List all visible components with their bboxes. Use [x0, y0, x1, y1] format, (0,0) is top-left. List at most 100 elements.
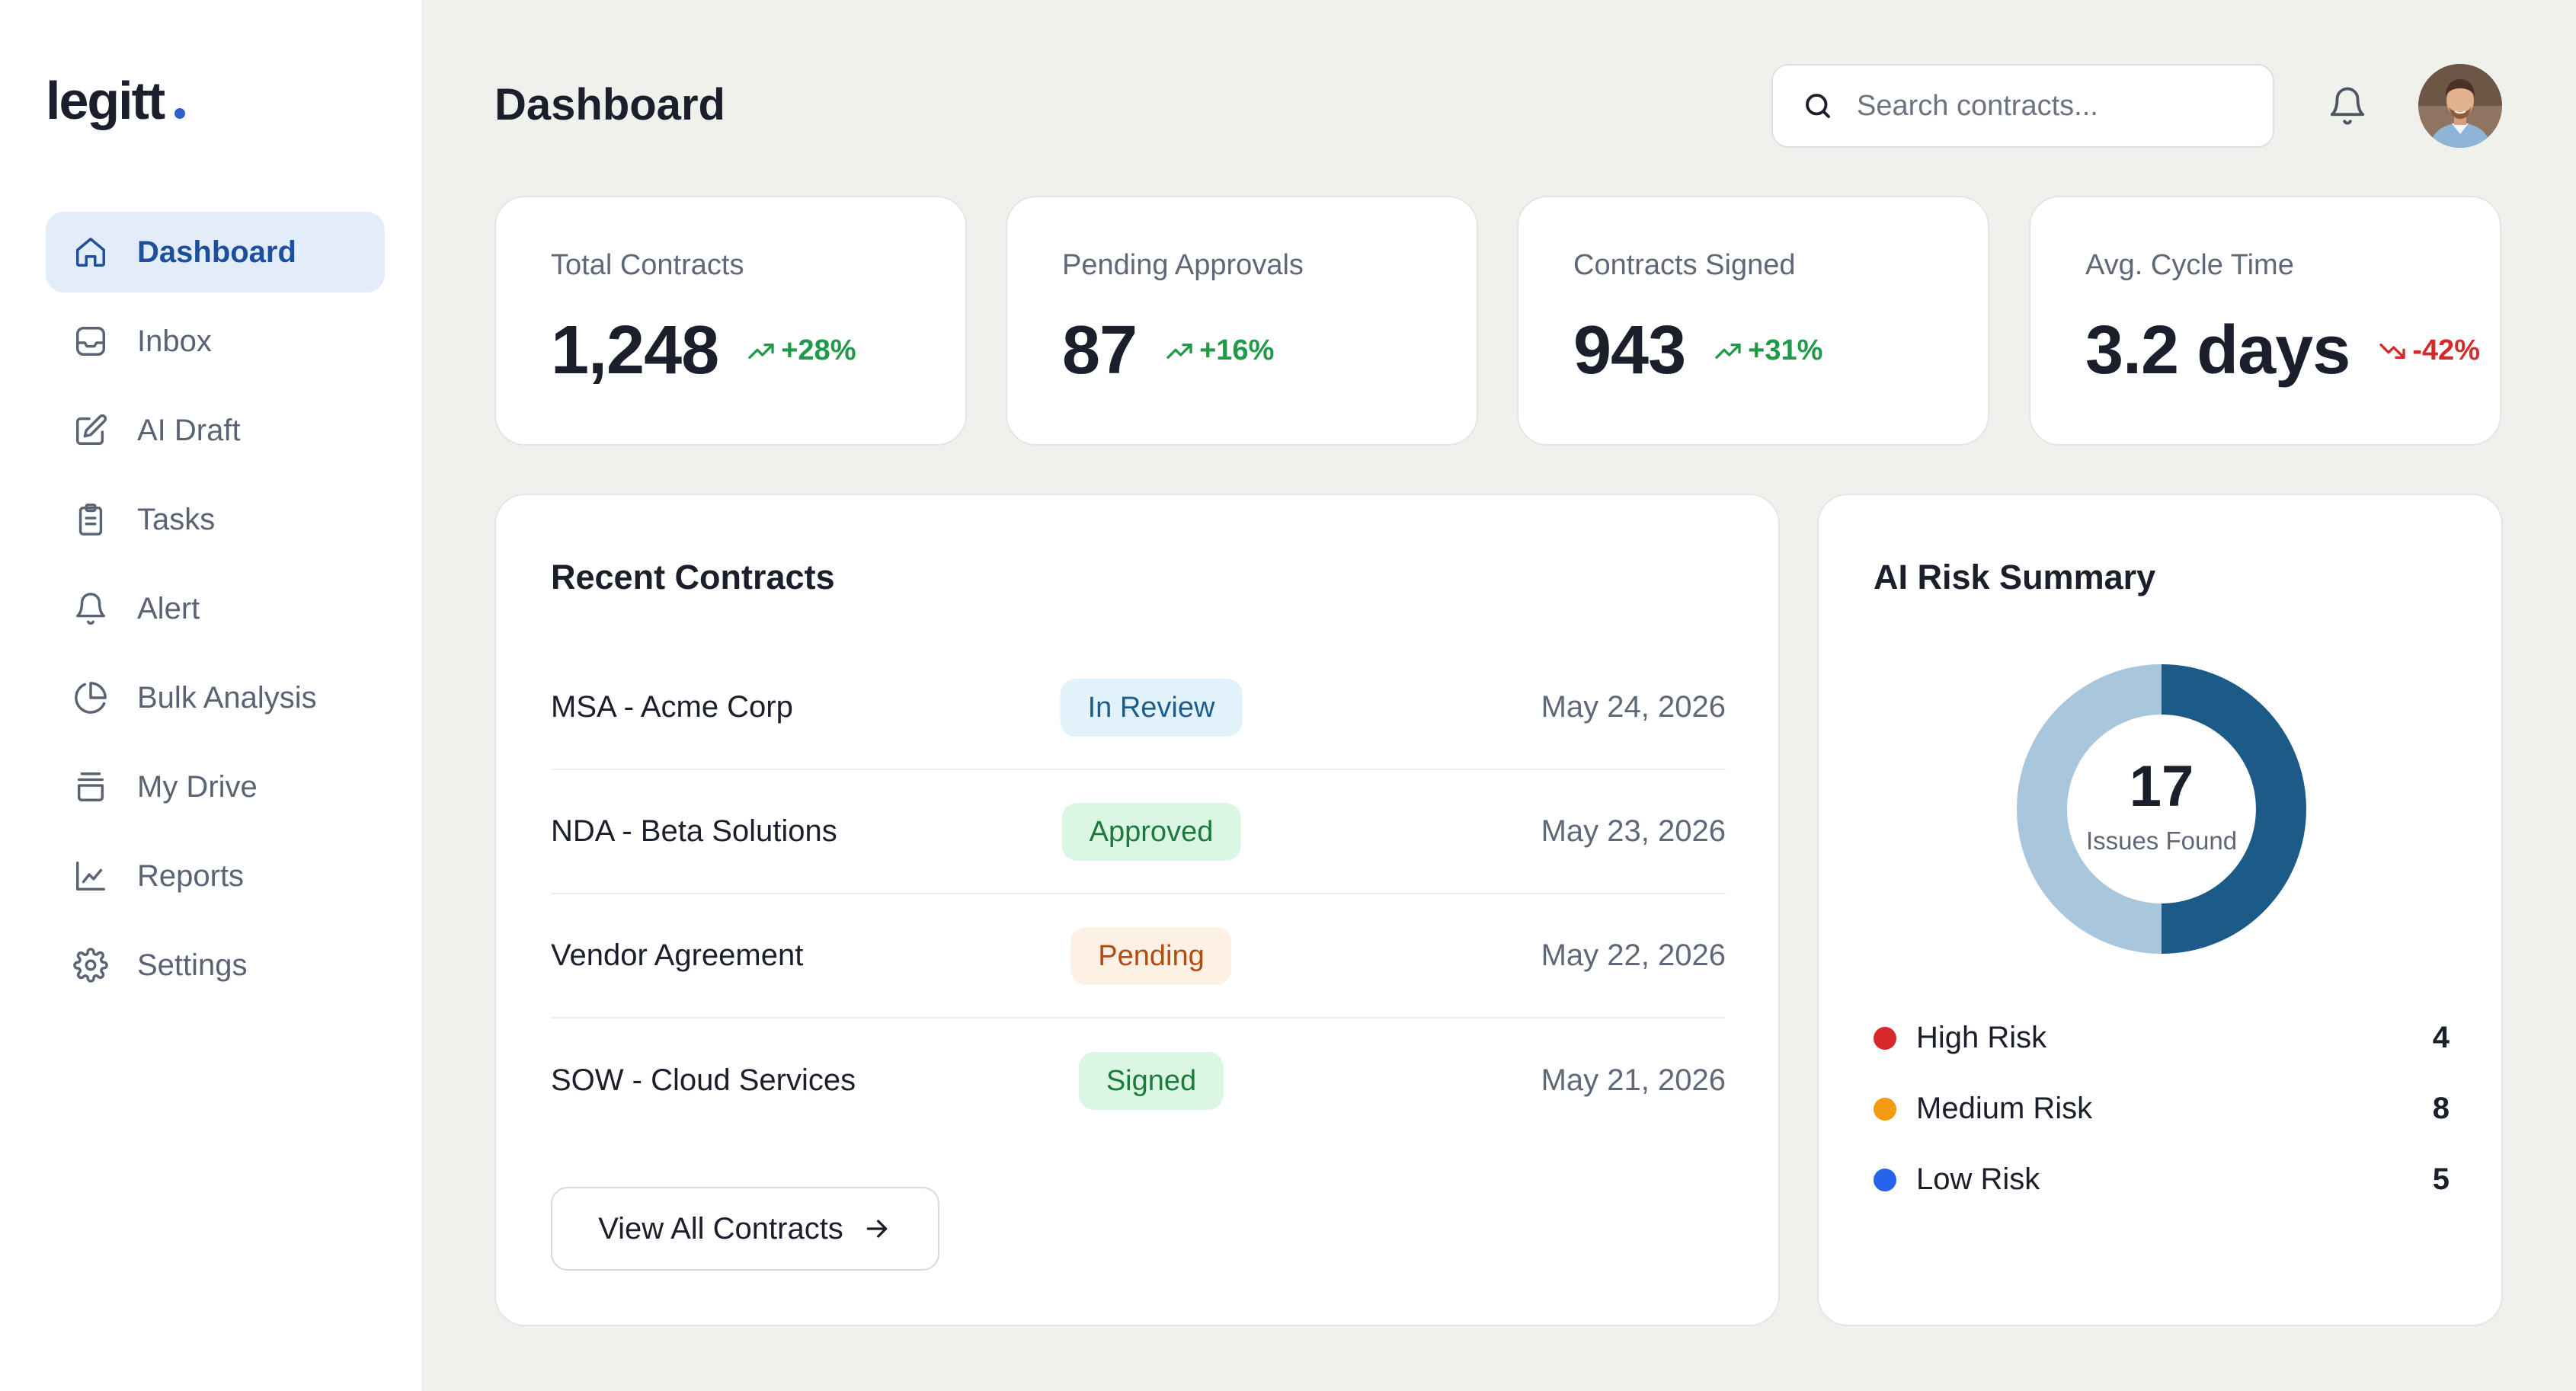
trend-value: +16%	[1199, 334, 1275, 366]
legend-item-low-risk[interactable]: Low Risk 5	[1874, 1144, 2450, 1215]
sidebar-item-tasks[interactable]: Tasks	[46, 479, 385, 560]
contract-date: May 22, 2026	[1541, 939, 1726, 972]
search-input[interactable]	[1857, 89, 2253, 123]
arrow-right-icon	[866, 1220, 888, 1238]
contract-row[interactable]: SOW - Cloud Services Signed May 21, 2026	[551, 1018, 1726, 1143]
stat-label: Pending Approvals	[1062, 249, 1304, 281]
risk-legend: High Risk 4 Medium Risk 8 Low Risk 5	[1874, 1002, 2450, 1215]
contracts-list: MSA - Acme Corp In Review May 24, 2026 N…	[551, 646, 1726, 1143]
sidebar-item-label: Tasks	[137, 502, 216, 536]
status-badge: Pending	[1070, 926, 1232, 985]
legend-count: 8	[2432, 1092, 2450, 1125]
clipboard-icon	[73, 502, 108, 537]
contract-name: SOW - Cloud Services	[551, 1063, 856, 1097]
legend-label: Medium Risk	[1916, 1092, 2093, 1125]
sidebar-item-settings[interactable]: Settings	[46, 925, 385, 1006]
low-risk-dot	[1874, 1168, 1896, 1191]
sidebar-item-label: Alert	[137, 591, 200, 625]
contract-name: NDA - Beta Solutions	[551, 814, 837, 848]
trending-up-icon	[748, 343, 774, 359]
sidebar-item-my-drive[interactable]: My Drive	[46, 747, 385, 827]
donut-ring-dark	[2161, 664, 2306, 954]
stat-card-avg-cycle-time[interactable]: Avg. Cycle Time 3.2 days -42%	[2029, 196, 2501, 446]
notifications-bell-icon[interactable]	[2327, 85, 2368, 126]
panel-title: AI Risk Summary	[1874, 558, 2156, 596]
legend-count: 5	[2432, 1162, 2450, 1196]
sidebar-item-label: Bulk Analysis	[137, 680, 317, 715]
recent-contracts-panel: Recent Contracts MSA - Acme Corp In Revi…	[494, 494, 1780, 1326]
trend-value: -42%	[2412, 334, 2480, 366]
brand-name: legitt	[46, 71, 165, 130]
search-icon	[1806, 94, 1830, 118]
contract-row[interactable]: NDA - Beta Solutions Approved May 23, 20…	[551, 770, 1726, 894]
sidebar-item-label: Inbox	[137, 324, 212, 358]
user-avatar[interactable]	[2418, 64, 2502, 148]
trend-up: +31%	[1713, 334, 1822, 367]
issues-caption: Issues Found	[2085, 827, 2238, 855]
legend-item-high-risk[interactable]: High Risk 4	[1874, 1002, 2450, 1073]
stat-card-total-contracts[interactable]: Total Contracts 1,248 +28%	[494, 196, 967, 446]
sidebar-item-label: My Drive	[137, 769, 258, 804]
legend-count: 4	[2432, 1021, 2450, 1054]
sidebar-item-label: AI Draft	[137, 413, 241, 447]
panel-title: Recent Contracts	[551, 558, 835, 596]
status-badge: Approved	[1061, 802, 1241, 861]
gear-icon	[73, 948, 108, 983]
trending-up-icon	[1715, 343, 1741, 359]
brand-logo[interactable]: legitt	[46, 70, 186, 131]
legend-label: High Risk	[1916, 1021, 2047, 1054]
medium-risk-dot	[1874, 1097, 1896, 1121]
inbox-icon	[73, 324, 108, 359]
contract-date: May 21, 2026	[1541, 1063, 1726, 1097]
sidebar-item-reports[interactable]: Reports	[46, 836, 385, 916]
donut-center: 17 Issues Found	[2017, 664, 2306, 954]
ai-risk-summary-panel: AI Risk Summary 17 Issues Found High Ris…	[1817, 494, 2503, 1326]
contract-name: MSA - Acme Corp	[551, 690, 793, 724]
sidebar-item-ai-draft[interactable]: AI Draft	[46, 390, 385, 471]
drive-icon	[73, 769, 108, 804]
sidebar-item-alert[interactable]: Alert	[46, 568, 385, 649]
stat-value: 87	[1062, 312, 1138, 389]
stat-card-pending-approvals[interactable]: Pending Approvals 87 +16%	[1006, 196, 1478, 446]
issues-total: 17	[2129, 754, 2194, 819]
view-all-label: View All Contracts	[598, 1211, 843, 1246]
stat-value: 1,248	[551, 312, 719, 389]
sidebar-item-label: Settings	[137, 948, 248, 982]
stat-card-contracts-signed[interactable]: Contracts Signed 943 +31%	[1517, 196, 1989, 446]
stat-value: 3.2 days	[2085, 312, 2350, 389]
high-risk-dot	[1874, 1026, 1896, 1050]
contract-name: Vendor Agreement	[551, 939, 804, 972]
trend-value: +28%	[781, 334, 856, 366]
view-all-contracts-button[interactable]: View All Contracts	[551, 1187, 939, 1271]
stat-label: Avg. Cycle Time	[2085, 249, 2294, 281]
pencil-square-icon	[73, 413, 108, 448]
status-badge: In Review	[1060, 678, 1243, 737]
trend-down: -42%	[2377, 334, 2480, 367]
home-icon	[73, 235, 108, 270]
sidebar-nav: Dashboard Inbox AI Draft Tasks Alert	[46, 212, 385, 1014]
contract-date: May 24, 2026	[1541, 690, 1726, 724]
line-chart-icon	[73, 859, 108, 894]
contract-row[interactable]: Vendor Agreement Pending May 22, 2026	[551, 894, 1726, 1018]
trending-down-icon	[2379, 343, 2405, 359]
contract-date: May 23, 2026	[1541, 814, 1726, 848]
pie-chart-icon	[73, 680, 108, 715]
sidebar-item-label: Reports	[137, 859, 245, 893]
stat-value: 943	[1573, 312, 1686, 389]
sidebar-item-dashboard[interactable]: Dashboard	[46, 212, 385, 293]
page-title: Dashboard	[494, 80, 725, 130]
sidebar: legitt Dashboard Inbox AI Draft Tasks	[0, 0, 421, 1391]
status-badge: Signed	[1078, 1051, 1224, 1110]
trend-value: +31%	[1748, 334, 1823, 366]
stat-label: Contracts Signed	[1573, 249, 1796, 281]
search-box[interactable]	[1771, 64, 2274, 148]
stat-label: Total Contracts	[551, 249, 744, 281]
sidebar-item-bulk-analysis[interactable]: Bulk Analysis	[46, 657, 385, 738]
legend-label: Low Risk	[1916, 1162, 2040, 1196]
trending-up-icon	[1166, 343, 1192, 359]
legend-item-medium-risk[interactable]: Medium Risk 8	[1874, 1073, 2450, 1144]
contract-row[interactable]: MSA - Acme Corp In Review May 24, 2026	[551, 646, 1726, 770]
sidebar-item-label: Dashboard	[137, 235, 296, 269]
sidebar-item-inbox[interactable]: Inbox	[46, 301, 385, 382]
trend-up: +28%	[746, 334, 856, 367]
